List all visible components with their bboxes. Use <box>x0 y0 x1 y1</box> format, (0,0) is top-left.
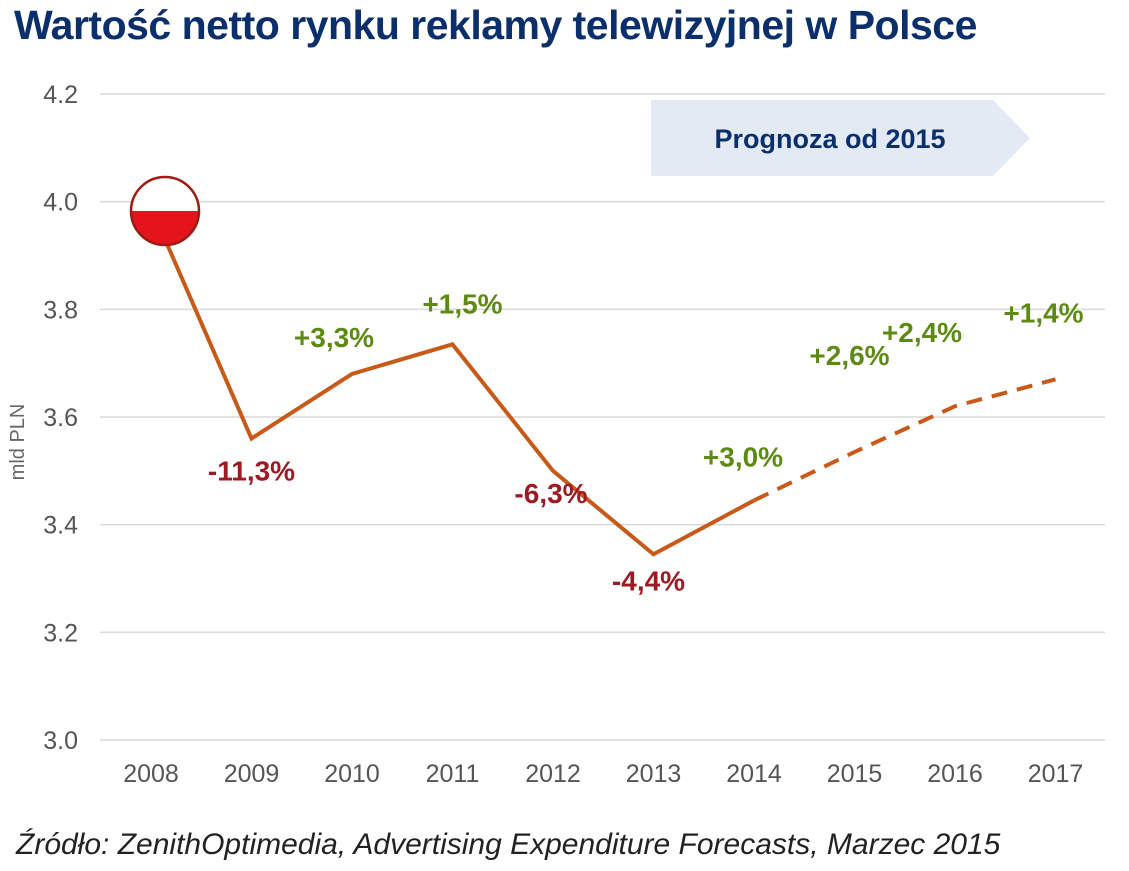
x-tick-label: 2014 <box>726 760 782 788</box>
y-tick-label: 3.0 <box>43 727 78 755</box>
data-label: +3,0% <box>703 441 783 472</box>
data-label: +1,4% <box>1003 297 1083 328</box>
gridlines <box>100 93 1105 741</box>
y-tick-label: 3.8 <box>43 296 78 324</box>
series-line <box>149 206 1057 557</box>
source-note: Źródło: ZenithOptimedia, Advertising Exp… <box>16 828 1001 861</box>
x-tick-label: 2009 <box>224 760 280 788</box>
data-label: +2,4% <box>882 317 962 348</box>
x-tick-label: 2010 <box>324 760 380 788</box>
flag-outline <box>129 175 201 247</box>
forecast-banner: Prognoza od 2015 <box>651 100 1030 176</box>
data-label: +1,5% <box>422 288 502 319</box>
data-labels: -11,3% +3,3% +1,5% -6,3% -4,4% +3,0% +2,6%+2,4… <box>208 288 1084 596</box>
data-label: +2,6% <box>809 340 889 371</box>
x-tick-label: 2012 <box>525 760 581 788</box>
data-label: +3,3% <box>294 322 374 353</box>
y-tick-label: 4.0 <box>43 189 78 217</box>
x-tick-label: 2017 <box>1028 760 1084 788</box>
x-tick-label: 2016 <box>927 760 983 788</box>
x-tick-label: 2013 <box>626 760 682 788</box>
data-label: -11,3% <box>208 456 295 487</box>
x-tick-label: 2008 <box>123 760 179 788</box>
axes: mld PLN 3.0 3.2 3.4 3.6 3.8 4.0 4.2 2008 2009 201… <box>7 81 1083 788</box>
x-tick-label: 2011 <box>426 760 480 788</box>
forecast-banner-label: Prognoza od 2015 <box>714 124 945 154</box>
y-axis-label: mld PLN <box>7 404 29 481</box>
series-line-forecast <box>753 377 1057 503</box>
series-line-actual <box>149 206 755 557</box>
data-label: -6,3% <box>514 478 587 509</box>
x-tick-label: 2015 <box>827 760 883 788</box>
marker <box>129 175 201 247</box>
chart-title: Wartość netto rynku reklamy telewizyjnej… <box>14 2 977 48</box>
poland-flag-icon <box>129 175 201 247</box>
y-tick-label: 3.2 <box>43 619 78 647</box>
y-tick-label: 3.4 <box>43 512 78 540</box>
flag-red-half <box>131 211 199 246</box>
y-tick-label: 3.6 <box>43 404 78 432</box>
y-tick-label: 4.2 <box>43 81 78 109</box>
forecast-banner-arrow <box>651 100 1030 176</box>
data-label: -4,4% <box>612 565 685 596</box>
